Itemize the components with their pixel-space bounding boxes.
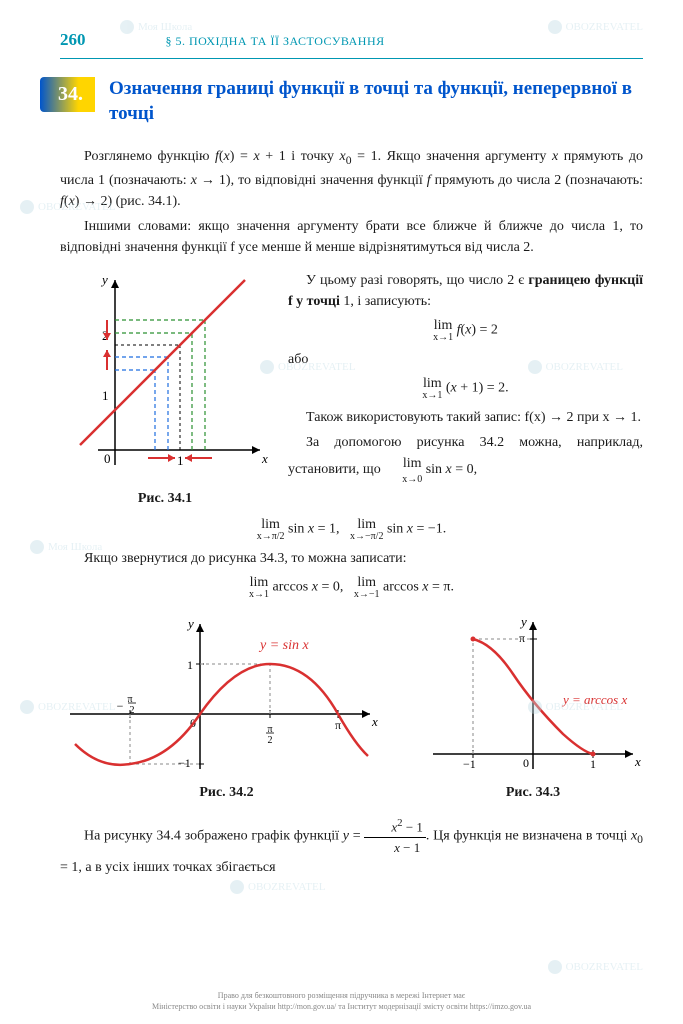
paragraph-4: Також використовують такий запис: f(x) →… [288,407,643,428]
paragraph-1: Розглянемо функцію f(x) = x + 1 і точку … [60,146,643,211]
figure-34-2: x y 0 1 −1 − π 2 π 2 π [60,614,380,774]
paragraph-5: За допомогою рисунка 34.2 можна, наприкл… [288,432,643,487]
right-text-col: У цьому разі говорять, що число 2 є гран… [288,270,643,507]
svg-text:−1: −1 [178,756,191,770]
paragraph-7: На рисунку 34.4 зображено графік функції… [60,815,643,878]
topic-number-badge: 34. [40,77,95,112]
figure-34-3: x y 0 π −1 1 y = arccos x [423,614,643,774]
svg-text:−: − [117,699,124,713]
figure-1-block: x y 0 1 1 2 [60,270,270,507]
figure-3-block: x y 0 π −1 1 y = arccos x Рис. 34.3 [423,614,643,801]
page-header: 260 § 5. ПОХІДНА ТА ЇЇ ЗАСТОСУВАННЯ [60,30,643,50]
footer-copyright: Право для безкоштовного розміщення підру… [0,991,683,1012]
svg-text:0: 0 [523,756,529,770]
svg-text:y: y [519,614,527,629]
svg-text:2: 2 [268,735,273,746]
figure-2-block: x y 0 1 −1 − π 2 π 2 π [60,614,393,801]
sin-label: y = sin x [258,638,309,653]
figure-1-caption: Рис. 34.1 [60,491,270,507]
svg-text:y: y [186,616,194,631]
svg-text:1: 1 [590,757,596,771]
svg-text:1: 1 [102,388,109,403]
word-or: або [288,349,643,370]
figure-3-caption: Рис. 34.3 [423,785,643,801]
equation-2: limx→1 (x + 1) = 2. [288,376,643,401]
section-header: § 5. ПОХІДНА ТА ЇЇ ЗАСТОСУВАННЯ [166,34,385,49]
svg-text:x: x [634,754,641,769]
watermark: OBOZREVATEL [548,960,643,974]
svg-text:y: y [100,272,108,287]
figure-text-row: x y 0 1 1 2 [60,270,643,507]
paragraph-3: У цьому разі говорять, що число 2 є гран… [288,270,643,312]
topic-heading: 34. Означення границі функції в точці та… [40,77,643,126]
svg-text:−1: −1 [463,757,476,771]
topic-title: Означення границі функції в точці та фун… [95,77,643,126]
svg-text:1: 1 [177,453,184,468]
paragraph-6: Якщо звернутися до рисунка 34.3, то можн… [60,548,643,569]
svg-text:x: x [261,451,268,466]
svg-text:x: x [371,714,378,729]
page-number: 260 [60,30,86,50]
equation-1: limx→1 f(x) = 2 [288,318,643,343]
arccos-label: y = arccos x [561,692,627,707]
figure-34-1: x y 0 1 1 2 [60,270,270,480]
figure-2-caption: Рис. 34.2 [60,785,393,801]
svg-text:0: 0 [104,451,111,466]
paragraph-2: Іншими словами: якщо значення аргументу … [60,216,643,258]
svg-text:π: π [519,631,525,645]
charts-row: x y 0 1 −1 − π 2 π 2 π [60,614,643,801]
svg-text:1: 1 [187,658,193,672]
equation-5: limx→1 arccos x = 0, limx→−1 arccos x = … [60,575,643,600]
header-divider [60,58,643,59]
equation-4: limx→π/2 sin x = 1, limx→−π/2 sin x = −1… [60,517,643,542]
